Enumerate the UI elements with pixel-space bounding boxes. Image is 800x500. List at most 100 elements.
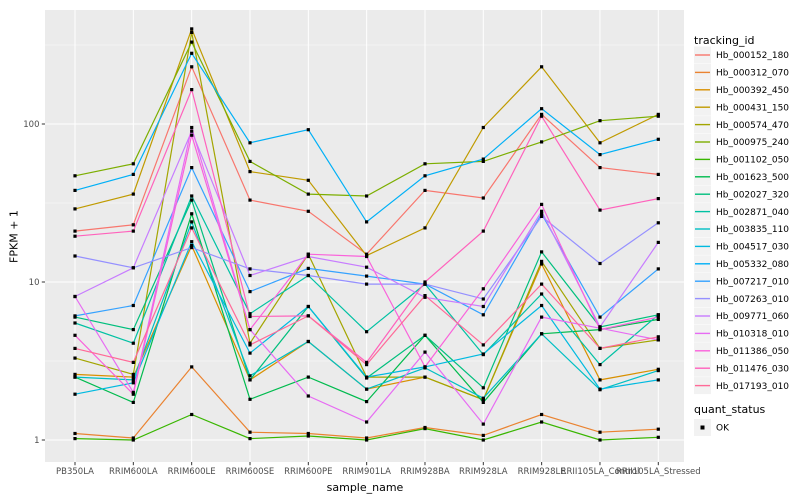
- data-point: [131, 436, 135, 440]
- data-point: [365, 330, 369, 334]
- data-point: [481, 313, 485, 317]
- y-tick-label: 10: [29, 278, 40, 288]
- data-point: [73, 346, 77, 350]
- legend-tracking-id: Hb_000152_180 Hb_000312_070 Hb_000392_450 H…: [694, 46, 789, 395]
- x-tick-label: RRII105LA_Stressed: [616, 467, 701, 477]
- data-point: [248, 430, 252, 434]
- data-point: [131, 223, 135, 227]
- data-point: [73, 174, 77, 178]
- data-point: [365, 420, 369, 424]
- legend-title-tracking-id: tracking_id: [694, 34, 755, 47]
- data-point: [481, 438, 485, 442]
- quant-ok-marker: [700, 425, 705, 430]
- data-point: [423, 188, 427, 192]
- data-point: [248, 267, 252, 271]
- data-point: [656, 338, 660, 342]
- data-point: [190, 244, 194, 248]
- data-point: [131, 400, 135, 404]
- data-point: [131, 303, 135, 308]
- data-point: [365, 265, 369, 269]
- data-point: [540, 250, 544, 254]
- x-tick-label: RRIM600SE: [226, 467, 275, 477]
- data-point: [190, 30, 194, 34]
- data-point: [540, 303, 544, 308]
- data-point: [656, 435, 660, 439]
- data-point: [365, 363, 369, 367]
- data-point: [306, 304, 310, 309]
- data-point: [540, 140, 544, 144]
- data-point: [481, 386, 485, 390]
- x-tick-label: RRIM928LE: [518, 467, 566, 477]
- data-point: [423, 295, 427, 299]
- data-point: [540, 420, 544, 424]
- data-point: [365, 274, 369, 278]
- data-point: [423, 350, 427, 354]
- data-point: [656, 315, 660, 319]
- data-point: [540, 209, 544, 213]
- data-point: [598, 208, 602, 212]
- x-axis-title: sample_name: [326, 481, 404, 494]
- data-point: [365, 360, 369, 364]
- legend-label: Hb_007263_010: [716, 295, 789, 305]
- data-point: [248, 141, 252, 145]
- data-point: [131, 192, 135, 196]
- data-point: [131, 390, 135, 394]
- data-point: [423, 162, 427, 166]
- axes: 1 10 100 PB350LA RRIM600LA RRIM600LE RRIM600SE…: [23, 120, 700, 477]
- data-point: [598, 438, 602, 442]
- data-point: [481, 396, 485, 400]
- data-point: [423, 375, 427, 379]
- data-point: [656, 369, 660, 373]
- data-point: [190, 166, 194, 170]
- data-point: [73, 437, 77, 441]
- legend-label: Hb_005332_080: [716, 260, 789, 270]
- data-point: [540, 107, 544, 111]
- legend-label: Hb_002871_040: [716, 208, 789, 218]
- x-tick-label: PB350LA: [56, 467, 94, 477]
- data-point: [540, 292, 544, 296]
- data-point: [306, 209, 310, 213]
- data-point: [306, 314, 310, 318]
- data-point: [190, 133, 194, 137]
- data-point: [481, 400, 485, 404]
- data-point: [423, 294, 427, 298]
- data-point: [248, 328, 252, 332]
- data-point: [190, 246, 194, 250]
- legend-label: Hb_007217_010: [716, 277, 789, 287]
- data-point: [365, 400, 369, 404]
- data-point: [306, 128, 310, 132]
- data-point: [248, 341, 252, 345]
- data-point: [190, 40, 194, 44]
- data-point: [73, 356, 77, 360]
- data-point: [73, 294, 77, 299]
- data-point: [365, 436, 369, 440]
- legend-label: Hb_004517_030: [716, 243, 789, 253]
- data-point: [598, 363, 602, 367]
- data-point: [365, 194, 369, 198]
- x-tick-label: RRIM600LA: [109, 467, 158, 477]
- legend-label: Hb_001623_500: [716, 173, 789, 183]
- data-point: [248, 343, 252, 347]
- legend-label: Hb_011386_050: [716, 347, 789, 357]
- y-axis-title: FPKM + 1: [7, 210, 21, 263]
- data-point: [248, 314, 252, 319]
- data-point: [306, 266, 310, 270]
- data-point: [481, 229, 485, 233]
- data-point: [540, 262, 544, 266]
- data-point: [306, 192, 310, 196]
- data-point: [656, 335, 660, 339]
- legend-label: Hb_000975_240: [716, 138, 789, 148]
- data-point: [73, 431, 77, 436]
- data-point: [540, 214, 544, 218]
- series-points: [73, 27, 660, 442]
- data-point: [306, 431, 310, 436]
- data-point: [190, 65, 194, 69]
- data-point: [306, 394, 310, 398]
- data-point: [248, 312, 252, 316]
- data-point: [248, 170, 252, 174]
- data-point: [423, 282, 427, 286]
- data-point: [656, 172, 660, 176]
- data-point: [73, 314, 77, 318]
- data-point: [656, 197, 660, 201]
